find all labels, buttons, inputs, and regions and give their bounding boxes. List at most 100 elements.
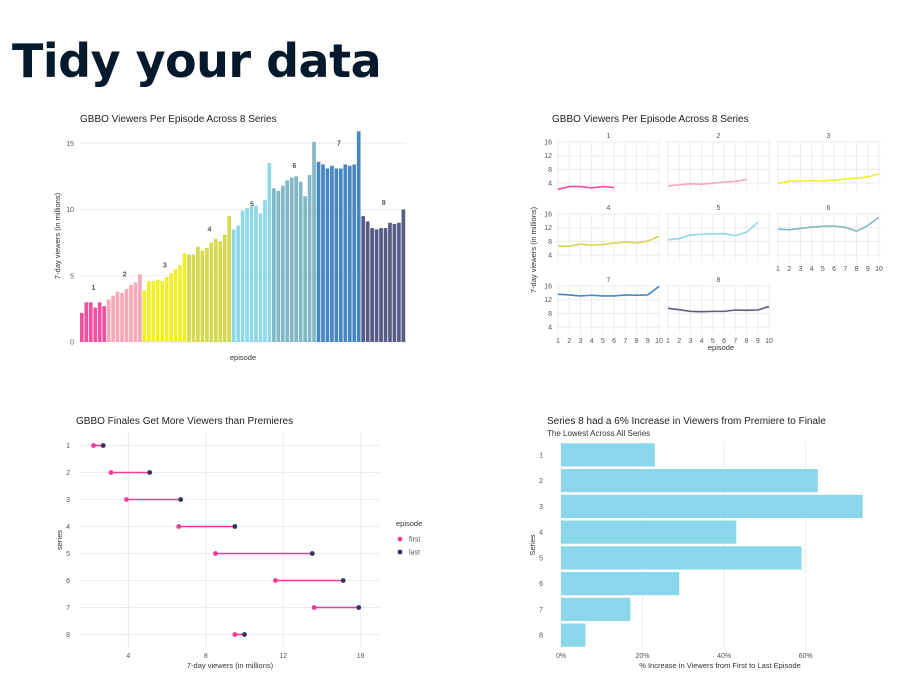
bar (196, 246, 200, 342)
facet-label: 2 (717, 133, 721, 140)
y-tick-label: 5 (70, 273, 74, 280)
bar (129, 285, 133, 342)
series-line (557, 285, 660, 297)
bar (347, 165, 352, 342)
slide-title: Tidy your data (12, 34, 382, 88)
x-tick-label: 7 (623, 338, 627, 345)
bar (146, 281, 151, 342)
bar (231, 229, 236, 342)
bar (561, 494, 863, 518)
series-label: 4 (208, 227, 212, 234)
facet-label: 6 (827, 205, 831, 212)
bar (388, 222, 392, 342)
y-tick-label: 8 (539, 633, 543, 640)
series-label: 8 (382, 200, 386, 207)
series-label: 1 (91, 285, 95, 292)
finale-premiere-dumbbell-chart: GBBO Finales Get More Viewers than Premi… (55, 416, 422, 670)
bar (142, 290, 147, 342)
bar (361, 216, 366, 342)
y-tick-label: 5 (66, 551, 70, 558)
x-tick-label: 10 (875, 266, 883, 273)
x-tick-label: 0% (556, 653, 566, 660)
y-tick-label: 8 (66, 632, 70, 639)
x-tick-label: 1 (776, 266, 780, 273)
bar (164, 277, 169, 342)
last-point (356, 605, 362, 610)
y-tick-label: 1 (539, 452, 543, 459)
series-line (557, 185, 615, 191)
bar (561, 520, 737, 544)
first-point (176, 524, 182, 529)
bar (254, 205, 258, 342)
bar (120, 292, 124, 342)
bar (102, 306, 106, 342)
x-tick-label: 10 (765, 338, 773, 345)
x-tick-label: 12 (279, 653, 287, 660)
last-point (340, 578, 346, 583)
x-tick-label: 5 (601, 338, 605, 345)
chart-subtitle: The Lowest Across All Series (547, 429, 650, 438)
y-tick-label: 6 (66, 578, 70, 585)
bar (191, 254, 196, 342)
series-label: 3 (163, 262, 167, 269)
x-tick-label: 7 (733, 338, 737, 345)
bar (312, 141, 316, 342)
bar (316, 161, 321, 342)
bar (236, 225, 240, 342)
bar (222, 234, 227, 342)
x-tick-label: 4 (700, 338, 704, 345)
bar (240, 210, 245, 342)
legend-last-marker (397, 549, 403, 555)
bar (330, 165, 334, 342)
facet-label: 8 (717, 277, 721, 284)
first-point (91, 443, 96, 448)
x-tick-label: 9 (866, 266, 870, 273)
bar (205, 247, 209, 342)
y-tick-label: 4 (548, 181, 552, 188)
y-tick-label: 4 (539, 530, 543, 537)
bar (133, 282, 138, 342)
series-label: 2 (123, 272, 127, 279)
x-tick-label: 40% (717, 653, 731, 660)
bar (227, 216, 232, 342)
last-point (178, 497, 184, 502)
x-tick-label: 3 (798, 266, 802, 273)
bar (561, 572, 680, 596)
x-tick-label: 8 (204, 653, 208, 660)
facet-label: 7 (607, 277, 611, 284)
series-label: 7 (337, 140, 341, 147)
x-tick-label: 6 (722, 338, 726, 345)
x-tick-label: 5 (821, 266, 825, 273)
x-tick-label: 4 (810, 266, 814, 273)
chart-title: Series 8 had a 6% Increase in Viewers fr… (547, 416, 826, 427)
bar (339, 168, 343, 342)
series-line (667, 305, 770, 313)
y-tick-label: 10 (66, 207, 74, 214)
episode-bar-chart: GBBO Viewers Per Episode Across 8 Series… (53, 114, 406, 362)
y-tick-label: 8 (548, 239, 552, 246)
first-point (311, 605, 317, 610)
last-point (309, 551, 315, 556)
bar (97, 302, 102, 342)
x-tick-label: 1 (666, 338, 670, 345)
bar (187, 254, 191, 342)
last-point (147, 470, 153, 475)
bar (178, 265, 182, 342)
y-tick-label: 4 (548, 325, 552, 332)
bar (138, 274, 142, 342)
bar (365, 221, 370, 342)
bar (379, 228, 383, 342)
bar (298, 181, 303, 342)
y-tick-label: 0 (70, 340, 74, 347)
chart-title: GBBO Viewers Per Episode Across 8 Series (552, 114, 749, 125)
x-tick-label: 8 (635, 338, 639, 345)
x-tick-label: 8 (855, 266, 859, 273)
series-line (667, 221, 759, 241)
bar (155, 279, 160, 342)
x-tick-label: 3 (578, 338, 582, 345)
bar (325, 168, 330, 342)
bar (88, 302, 93, 342)
bar (272, 188, 276, 342)
bar (561, 443, 655, 467)
x-tick-label: 6 (612, 338, 616, 345)
